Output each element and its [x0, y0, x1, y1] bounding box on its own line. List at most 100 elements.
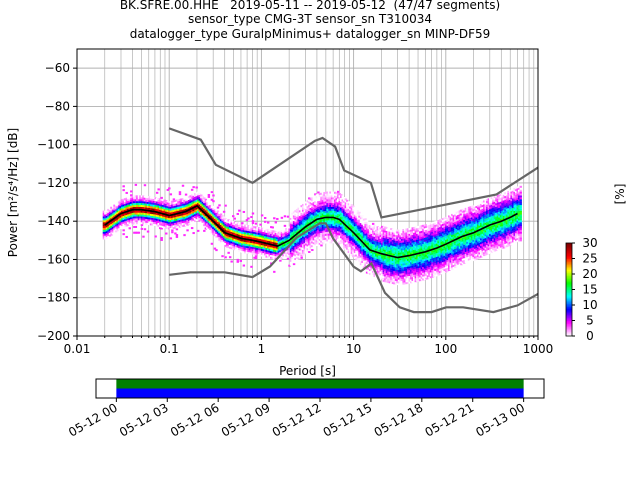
ppsd-cell [303, 227, 306, 230]
ppsd-cell [155, 191, 159, 194]
ppsd-cell [344, 213, 347, 216]
ppsd-cell [152, 219, 156, 222]
ppsd-cell [260, 254, 264, 257]
ppsd-cell [292, 245, 296, 248]
ppsd-cell [207, 205, 211, 208]
ppsd-cell [224, 204, 227, 207]
ppsd-cell [180, 209, 183, 212]
ppsd-cell [262, 243, 265, 246]
ppsd-cell [198, 200, 201, 203]
ppsd-cell [385, 226, 389, 229]
ppsd-cell [245, 245, 249, 248]
ppsd-cell [233, 242, 236, 245]
ppsd-cell [340, 230, 343, 233]
ppsd-cell [353, 247, 357, 250]
ppsd-cell [385, 236, 389, 239]
ppsd-cell [426, 231, 430, 234]
ppsd-cell [396, 260, 399, 263]
ppsd-cell [387, 273, 390, 276]
ppsd-cell [238, 234, 241, 237]
ppsd-cell [408, 273, 411, 276]
ppsd-cell [435, 251, 439, 254]
ppsd-cell [375, 262, 378, 265]
ppsd-cell [390, 264, 393, 267]
ppsd-cell [349, 223, 352, 226]
ppsd-cell [410, 265, 413, 268]
ppsd-cell [301, 247, 305, 250]
ppsd-cell [338, 195, 341, 198]
ppsd-cell [114, 230, 118, 233]
ppsd-cell [425, 224, 428, 227]
ppsd-cell [213, 211, 217, 214]
ppsd-cell [406, 264, 410, 267]
ppsd-cell [356, 246, 360, 249]
ppsd-cell [437, 239, 440, 242]
ppsd-cell [215, 210, 218, 213]
ppsd-cell [308, 214, 311, 217]
ppsd-cell [432, 244, 436, 247]
ppsd-cell [399, 265, 402, 268]
ppsd-cell [254, 255, 258, 258]
ppsd-cell [120, 206, 124, 209]
ppsd-cell [228, 229, 232, 232]
ppsd-cell [136, 220, 139, 223]
ppsd-cell [446, 261, 449, 264]
ppsd-cell [265, 251, 268, 254]
ppsd-cell [448, 268, 451, 271]
ppsd-cell [134, 195, 138, 198]
ppsd-cell [267, 250, 270, 253]
ppsd-cell [408, 231, 411, 234]
ppsd-cell [158, 204, 162, 207]
ppsd-cell [393, 257, 396, 260]
ppsd-cell [158, 206, 162, 209]
ppsd-cell [190, 227, 194, 230]
ppsd-cell [355, 256, 358, 259]
ppsd-cell [178, 223, 182, 226]
ppsd-cell [248, 236, 252, 239]
ppsd-cell [449, 226, 452, 229]
ppsd-cell [295, 218, 299, 221]
ppsd-cell [225, 226, 229, 229]
ppsd-cell [391, 249, 395, 252]
ppsd-cell [139, 218, 142, 221]
ppsd-cell [352, 207, 355, 210]
ppsd-cell [169, 204, 173, 207]
ppsd-cell [273, 240, 276, 243]
ppsd-cell [368, 246, 372, 249]
ppsd-cell [280, 235, 284, 238]
ppsd-cell [279, 259, 282, 262]
ppsd-cell [365, 258, 369, 261]
ppsd-cell [367, 259, 370, 262]
ppsd-cell [417, 267, 421, 270]
ppsd-cell [244, 241, 247, 244]
ppsd-cell [190, 206, 194, 209]
ppsd-cell [119, 227, 122, 230]
ppsd-cell [435, 249, 439, 252]
ppsd-cell [396, 242, 399, 245]
ppsd-cell [312, 238, 316, 241]
ppsd-cell [131, 197, 135, 200]
ppsd-cell [440, 262, 443, 265]
ppsd-cell [148, 221, 151, 224]
ppsd-cell [387, 231, 390, 234]
ppsd-cell [317, 208, 320, 211]
ppsd-cell [108, 228, 112, 231]
ppsd-cell [207, 220, 211, 223]
ppsd-cell [399, 254, 402, 257]
ppsd-cell [347, 210, 351, 213]
ppsd-cell [136, 218, 139, 221]
ppsd-cell [314, 195, 317, 198]
ppsd-cell [137, 195, 141, 198]
ppsd-cell [378, 253, 381, 256]
ppsd-cell [346, 211, 349, 214]
ppsd-cell [239, 231, 243, 234]
ppsd-cell [192, 211, 195, 214]
ppsd-cell [340, 203, 343, 206]
ppsd-cell [250, 248, 253, 251]
ppsd-cell [262, 247, 265, 250]
ppsd-cell [311, 241, 314, 244]
ppsd-cell [123, 205, 127, 208]
ppsd-cell [446, 229, 449, 232]
ppsd-cell [387, 256, 390, 259]
ppsd-cell [222, 229, 226, 232]
